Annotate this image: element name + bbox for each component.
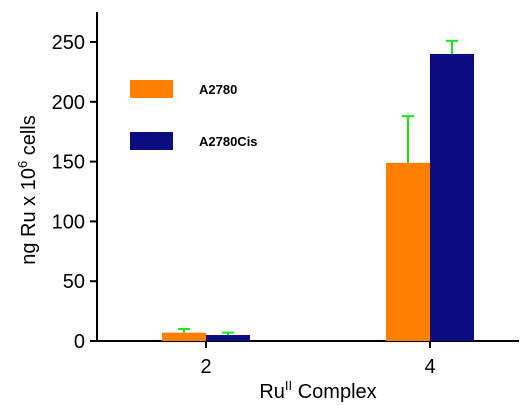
y-tick-label: 150 (52, 152, 85, 174)
x-axis-title: RuII Complex (259, 378, 376, 403)
legend-swatch-a2780 (130, 80, 173, 98)
bar-a2780-4 (386, 162, 430, 341)
y-axis-title: ng Ru x 106 cells (15, 115, 40, 265)
y-tick-label: 0 (74, 331, 85, 353)
y-tick-label: 50 (63, 271, 85, 293)
y-tick-label: 200 (52, 92, 85, 114)
legend-label-a2780: A2780 (199, 82, 237, 97)
legend-swatch-a2780cis (130, 132, 173, 150)
y-axis: 0 50 100 150 200 250 (52, 12, 98, 353)
x-tick-label: 2 (200, 356, 211, 378)
bar-a2780cis-4 (430, 53, 474, 342)
x-tick-label: 4 (424, 356, 435, 378)
bars (162, 39, 474, 342)
legend: A2780 A2780Cis (130, 80, 258, 150)
y-tick-label: 100 (52, 211, 85, 233)
x-axis-title-superscript: II (285, 378, 292, 393)
bar-a2780-2 (162, 332, 206, 341)
y-axis-title-superscript: 6 (15, 161, 30, 168)
legend-label-a2780cis: A2780Cis (199, 134, 258, 149)
y-tick-label: 250 (52, 32, 85, 54)
bar-a2780cis-2 (206, 335, 250, 341)
